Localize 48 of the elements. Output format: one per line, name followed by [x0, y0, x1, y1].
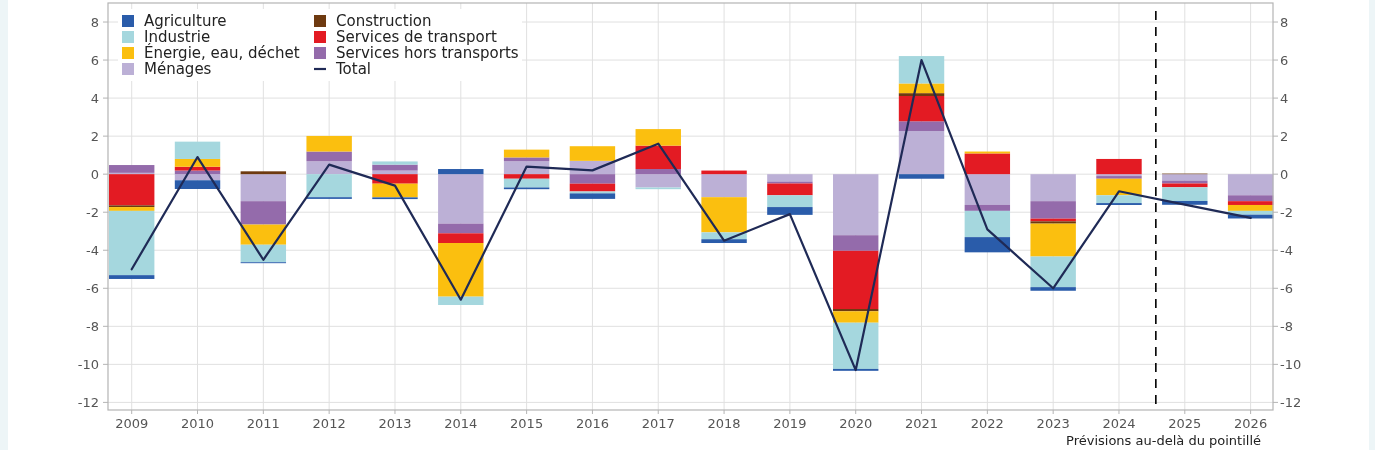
y2-tick-label: -10	[1280, 356, 1302, 372]
y2-tick-label: 0	[1280, 166, 1289, 182]
y-tick-label: -8	[86, 318, 99, 334]
y-tick-label: -2	[86, 204, 99, 220]
y-tick-label: -12	[77, 394, 99, 410]
legend-label: Ménages	[144, 60, 212, 79]
x-tick-label: 2023	[1036, 416, 1070, 431]
y2-tick-label: 6	[1280, 52, 1289, 68]
x-tick-label: 2026	[1234, 416, 1268, 431]
x-tick-label: 2019	[773, 416, 807, 431]
x-tick-label: 2015	[510, 416, 544, 431]
legend-label: Services hors transports	[336, 44, 519, 63]
y-tick-label: 0	[90, 166, 99, 182]
y-tick-label: 6	[90, 52, 99, 68]
legend-label: Total	[335, 60, 372, 79]
y2-tick-label: 8	[1280, 14, 1289, 30]
x-tick-label: 2012	[312, 416, 346, 431]
x-tick-label: 2025	[1168, 416, 1202, 431]
y2-tick-label: -2	[1280, 204, 1293, 220]
x-tick-label: 2016	[575, 416, 609, 431]
x-tick-label: 2009	[115, 416, 149, 431]
x-tick-label: 2010	[180, 416, 215, 431]
x-tick-label: 2020	[839, 416, 873, 431]
x-tick-label: 2011	[246, 416, 280, 431]
legend-label: Services de transport	[336, 28, 497, 47]
x-tick-label: 2024	[1102, 416, 1136, 431]
x-tick-label: 2017	[641, 416, 675, 431]
y2-tick-label: -12	[1280, 394, 1302, 410]
y2-tick-label: -8	[1280, 318, 1293, 334]
y-tick-label: 4	[90, 90, 99, 106]
y-tick-label: -6	[86, 280, 99, 296]
text: Prévisions au-delà du pointillé	[1066, 433, 1261, 448]
legend-label: Construction	[336, 12, 432, 31]
legend-label: Énergie, eau, déchet	[144, 43, 300, 63]
legend-label: Agriculture	[144, 12, 227, 31]
x-tick-label: 2021	[904, 416, 939, 431]
x-tick-label: 2013	[378, 416, 412, 431]
y-tick-label: -10	[77, 356, 99, 372]
y-tick-label: 8	[90, 14, 99, 30]
x-tick-label: 2014	[444, 416, 478, 431]
y-tick-label: -4	[86, 242, 99, 258]
y2-tick-label: -6	[1280, 280, 1293, 296]
x-tick-label: 2022	[970, 416, 1004, 431]
y2-tick-label: -4	[1280, 242, 1293, 258]
y2-tick-label: 2	[1280, 128, 1289, 144]
y-tick-label: 2	[90, 128, 99, 144]
x-tick-label: 2018	[707, 416, 741, 431]
y2-tick-label: 4	[1280, 90, 1289, 106]
